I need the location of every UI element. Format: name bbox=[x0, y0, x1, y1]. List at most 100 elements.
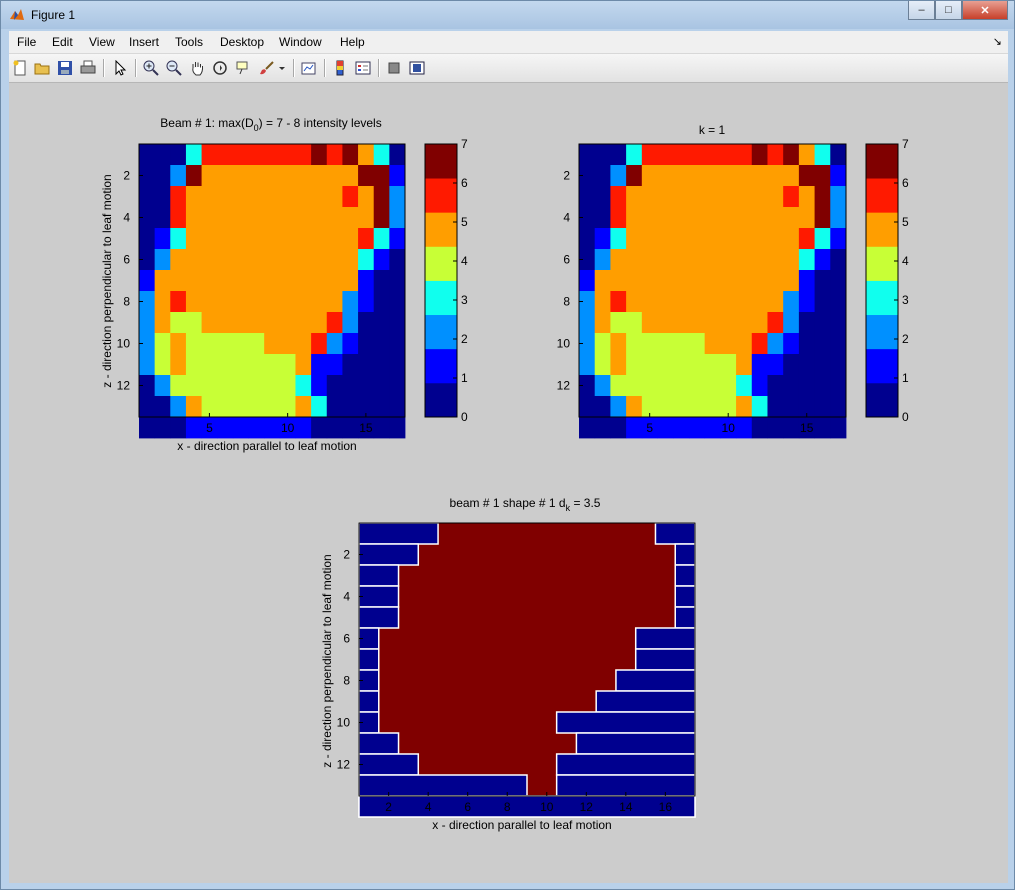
heatmap-cell bbox=[248, 354, 265, 376]
heatmap-cell bbox=[373, 270, 390, 292]
heatmap-cell bbox=[798, 228, 815, 250]
heatmap-cell bbox=[814, 396, 831, 418]
heatmap-cell bbox=[185, 312, 202, 334]
heatmap-cell bbox=[311, 207, 328, 229]
heatmap-cell bbox=[185, 249, 202, 271]
heatmap-cell bbox=[170, 144, 187, 166]
heatmap-cell bbox=[342, 354, 359, 376]
menu-tools[interactable]: Tools bbox=[175, 35, 204, 49]
leaf-shape-plot[interactable] bbox=[358, 522, 696, 818]
colorbar-tick-label: 7 bbox=[902, 137, 909, 151]
heatmap-cell bbox=[264, 249, 281, 271]
heatmap-top-left[interactable] bbox=[139, 144, 406, 439]
link-plot-icon[interactable] bbox=[300, 59, 318, 77]
menu-window[interactable]: Window bbox=[279, 35, 322, 49]
hide-plot-tools-icon[interactable] bbox=[385, 59, 403, 77]
heatmap-cell bbox=[798, 165, 815, 187]
heatmap-cell bbox=[830, 270, 847, 292]
title-bar[interactable]: Figure 1 – □ ✕ bbox=[1, 1, 1014, 29]
heatmap-cell bbox=[657, 396, 674, 418]
close-button[interactable]: ✕ bbox=[962, 1, 1008, 20]
heatmap-cell bbox=[248, 312, 265, 334]
heatmap-cell bbox=[248, 228, 265, 250]
menu-insert[interactable]: Insert bbox=[129, 35, 160, 49]
brush-icon[interactable] bbox=[258, 59, 276, 77]
heatmap-cell bbox=[326, 270, 343, 292]
heatmap-cell bbox=[185, 354, 202, 376]
heatmap-cell bbox=[641, 333, 658, 355]
left-leaf bbox=[358, 564, 400, 587]
heatmap-cell bbox=[139, 333, 156, 355]
menu-edit[interactable]: Edit bbox=[52, 35, 73, 49]
heatmap-cell bbox=[657, 312, 674, 334]
heatmap-cell bbox=[767, 354, 784, 376]
heatmap-cell bbox=[201, 207, 218, 229]
heatmap-cell bbox=[201, 354, 218, 376]
heatmap-cell bbox=[657, 228, 674, 250]
edit-plot-arrow-icon[interactable] bbox=[111, 59, 129, 77]
zoom-out-icon[interactable] bbox=[165, 59, 183, 77]
menu-view[interactable]: View bbox=[89, 35, 115, 49]
heatmap-cell bbox=[373, 165, 390, 187]
heatmap-cell bbox=[358, 270, 375, 292]
heatmap-cell bbox=[626, 207, 643, 229]
heatmap-cell bbox=[594, 333, 611, 355]
heatmap-cell bbox=[358, 249, 375, 271]
heatmap-cell bbox=[767, 207, 784, 229]
heatmap-cell bbox=[814, 249, 831, 271]
rotate-3d-icon[interactable] bbox=[211, 59, 229, 77]
heatmap-cell bbox=[688, 270, 706, 292]
heatmap-cell bbox=[704, 207, 721, 229]
colorbar-icon[interactable] bbox=[331, 59, 349, 77]
y-tick-label-bottom: 6 bbox=[343, 632, 350, 646]
data-cursor-icon[interactable] bbox=[234, 59, 252, 77]
pan-hand-icon[interactable] bbox=[188, 59, 206, 77]
zoom-in-icon[interactable] bbox=[142, 59, 160, 77]
show-plot-tools-icon[interactable] bbox=[408, 59, 426, 77]
heatmap-cell bbox=[170, 228, 187, 250]
heatmap-cell bbox=[279, 291, 296, 313]
heatmap-cell bbox=[830, 249, 847, 271]
x-tick-label-bottom: 14 bbox=[619, 800, 633, 814]
colorbar-segment bbox=[425, 348, 457, 384]
dock-arrow-icon[interactable]: ↘ bbox=[992, 36, 1002, 48]
heatmap-cell bbox=[342, 186, 359, 208]
heatmap-cell bbox=[232, 144, 249, 166]
heatmap-cell bbox=[798, 291, 815, 313]
heatmap-top-right[interactable] bbox=[579, 144, 847, 439]
heatmap-cell bbox=[139, 396, 156, 418]
heatmap-cell bbox=[185, 375, 202, 397]
maximize-button[interactable]: □ bbox=[935, 1, 962, 20]
new-figure-icon[interactable] bbox=[11, 59, 29, 77]
heatmap-cell bbox=[358, 333, 375, 355]
y-tick-label-top_left: 12 bbox=[117, 379, 131, 393]
heatmap-cell bbox=[673, 375, 690, 397]
heatmap-cell bbox=[688, 396, 706, 418]
heatmap-cell bbox=[641, 291, 658, 313]
heatmap-cell bbox=[610, 207, 627, 229]
heatmap-cell bbox=[657, 375, 674, 397]
open-file-icon[interactable] bbox=[33, 59, 51, 77]
legend-icon[interactable] bbox=[354, 59, 372, 77]
heatmap-cell bbox=[798, 375, 815, 397]
top-left-xlabel: x - direction parallel to leaf motion bbox=[177, 439, 356, 453]
heatmap-cell bbox=[783, 354, 800, 376]
heatmap-cell bbox=[720, 333, 737, 355]
menu-help[interactable]: Help bbox=[340, 35, 365, 49]
menu-file[interactable]: File bbox=[17, 35, 37, 49]
heatmap-cell bbox=[389, 375, 406, 397]
heatmap-cell bbox=[311, 186, 328, 208]
print-icon[interactable] bbox=[79, 59, 97, 77]
right-leaf bbox=[654, 522, 696, 545]
heatmap-cell bbox=[704, 228, 721, 250]
heatmap-cell bbox=[673, 333, 690, 355]
brush-dropdown-icon[interactable] bbox=[277, 59, 287, 77]
heatmap-cell bbox=[610, 249, 627, 271]
save-icon[interactable] bbox=[56, 59, 74, 77]
minimize-button[interactable]: – bbox=[908, 1, 935, 20]
heatmap-cell bbox=[579, 270, 596, 292]
heatmap-cell bbox=[610, 333, 627, 355]
heatmap-cell bbox=[579, 354, 596, 376]
heatmap-cell bbox=[154, 417, 171, 439]
menu-desktop[interactable]: Desktop bbox=[220, 35, 265, 49]
